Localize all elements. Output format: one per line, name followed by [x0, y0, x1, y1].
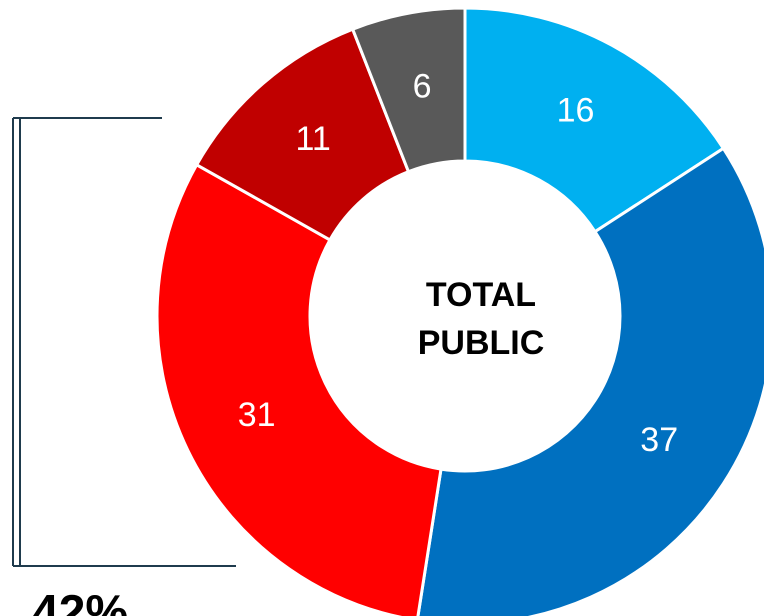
bracket — [12, 117, 236, 567]
slice — [463, 6, 726, 234]
center-label: TOTAL — [426, 276, 536, 314]
slice — [350, 6, 467, 174]
center-label: PUBLIC — [418, 324, 545, 362]
data-label: 6 — [413, 68, 432, 106]
data-label: 11 — [296, 120, 331, 158]
annotation-label: 42% — [32, 587, 128, 616]
data-label: 37 — [640, 421, 678, 459]
donut — [155, 6, 764, 616]
data-label: 16 — [557, 92, 595, 130]
data-label: 31 — [238, 396, 276, 434]
slice — [155, 162, 443, 616]
slice — [416, 146, 764, 616]
